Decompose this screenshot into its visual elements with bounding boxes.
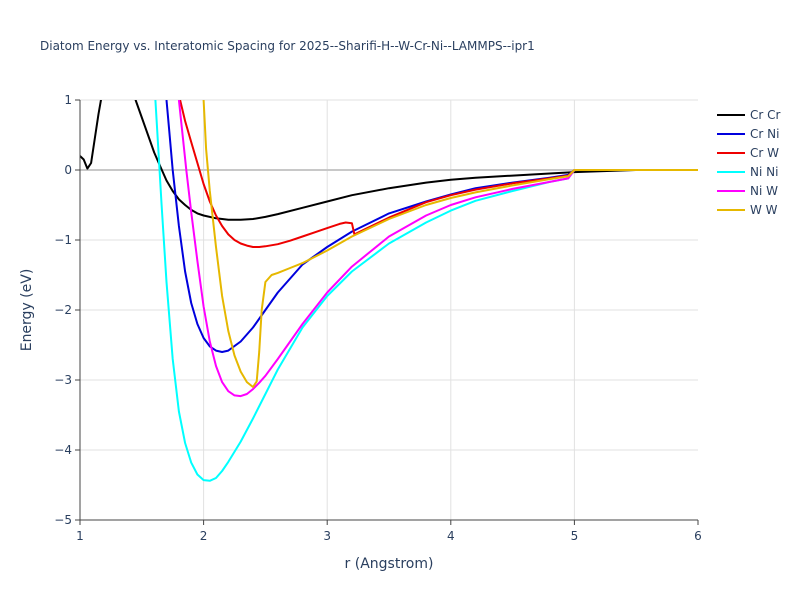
x-tick-label: 2 bbox=[200, 529, 208, 543]
y-tick-label: −2 bbox=[54, 303, 72, 317]
series-line-ni-ni bbox=[154, 100, 698, 482]
legend-label: W W bbox=[750, 203, 778, 217]
y-tick-label: 0 bbox=[64, 163, 72, 177]
x-tick-label: 1 bbox=[76, 529, 84, 543]
legend: Cr Cr Cr Ni Cr W Ni Ni Ni W W W bbox=[717, 108, 781, 217]
legend-item[interactable]: W W bbox=[717, 203, 778, 217]
series-lines bbox=[80, 100, 698, 482]
y-tick-label: −3 bbox=[54, 373, 72, 387]
series-line-w-w bbox=[202, 100, 698, 388]
legend-label: Cr W bbox=[750, 146, 779, 160]
legend-item[interactable]: Cr Ni bbox=[717, 127, 779, 141]
y-tick-label: −1 bbox=[54, 233, 72, 247]
x-axis-label: r (Angstrom) bbox=[345, 556, 434, 572]
x-tick-label: 6 bbox=[694, 529, 702, 543]
chart-title: Diatom Energy vs. Interatomic Spacing fo… bbox=[40, 39, 535, 53]
y-tick-label: 1 bbox=[64, 93, 72, 107]
x-tick-label: 5 bbox=[571, 529, 579, 543]
y-tick-labels: 1 0 −1 −2 −3 −4 −5 bbox=[54, 93, 81, 527]
legend-item[interactable]: Cr Cr bbox=[717, 108, 781, 122]
x-tick-labels: 1 2 3 4 5 6 bbox=[76, 519, 702, 543]
series-line-cr-w bbox=[179, 100, 698, 248]
x-tick-label: 3 bbox=[323, 529, 331, 543]
y-tick-label: −5 bbox=[54, 513, 72, 527]
x-tick-label: 4 bbox=[447, 529, 455, 543]
legend-label: Ni W bbox=[750, 184, 778, 198]
legend-label: Cr Ni bbox=[750, 127, 779, 141]
legend-item[interactable]: Ni W bbox=[717, 184, 778, 198]
legend-item[interactable]: Cr W bbox=[717, 146, 779, 160]
series-line-cr-cr bbox=[80, 100, 698, 221]
y-tick-label: −4 bbox=[54, 443, 72, 457]
legend-item[interactable]: Ni Ni bbox=[717, 165, 778, 179]
y-axis-label: Energy (eV) bbox=[19, 269, 35, 352]
series-line-ni-w bbox=[177, 100, 698, 398]
legend-label: Ni Ni bbox=[750, 165, 778, 179]
legend-label: Cr Cr bbox=[750, 108, 781, 122]
